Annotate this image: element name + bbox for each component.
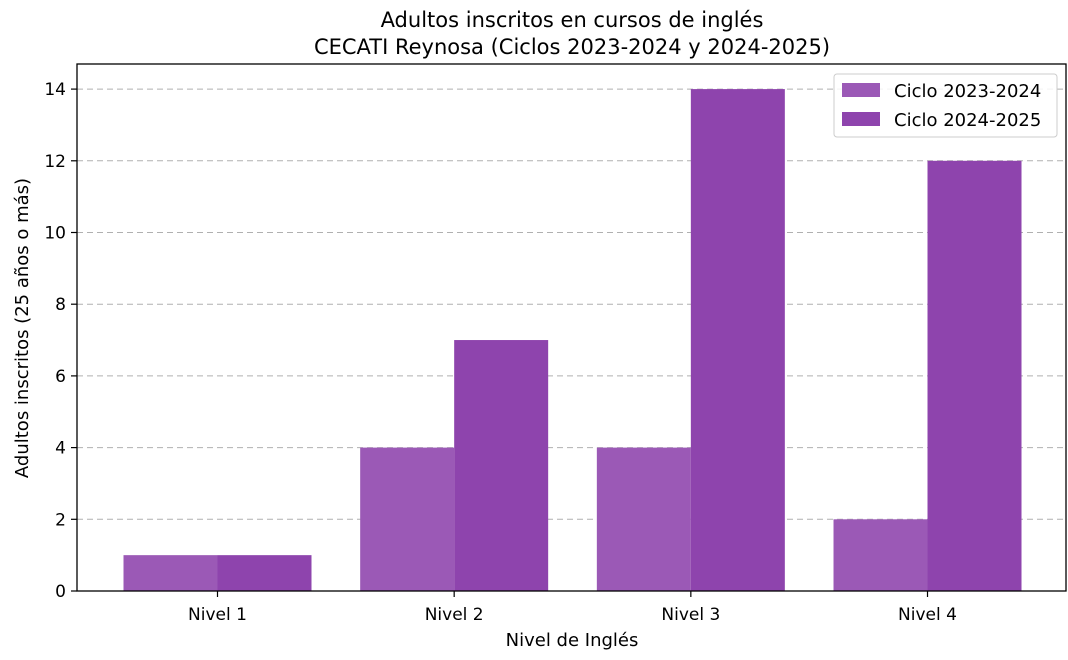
- bars: [123, 89, 1022, 592]
- bar-ciclo-2024-2025-nivel-4: [927, 160, 1022, 592]
- x-tick-label-1: Nivel 1: [188, 605, 247, 625]
- bar-ciclo-2023-2024-nivel-2: [360, 447, 455, 591]
- chart-title-line-2: CECATI Reynosa (Ciclos 2023-2024 y 2024-…: [314, 35, 830, 59]
- y-tick-label-14: 14: [44, 80, 66, 100]
- y-axis-ticks: 0 2 4 6 8 10 12 14: [44, 80, 77, 602]
- y-tick-label-12: 12: [44, 152, 66, 172]
- chart-title-line-1: Adultos inscritos en cursos de inglés: [381, 8, 764, 32]
- y-tick-label-8: 8: [55, 295, 66, 315]
- legend-label-ciclo-2024-2025: Ciclo 2024-2025: [894, 110, 1041, 131]
- x-axis-label: Nivel de Inglés: [506, 630, 639, 651]
- x-tick-label-3: Nivel 3: [661, 605, 720, 625]
- plot-frame: [76, 63, 1067, 592]
- legend-frame: [833, 73, 1058, 138]
- legend: Ciclo 2023-2024 Ciclo 2024-2025: [833, 73, 1058, 138]
- y-tick-label-0: 0: [55, 582, 66, 602]
- x-tick-label-2: Nivel 2: [425, 605, 484, 625]
- legend-swatch-ciclo-2023-2024: [842, 83, 880, 97]
- bar-ciclo-2023-2024-nivel-3: [596, 447, 691, 591]
- y-tick-label-4: 4: [55, 439, 66, 459]
- y-tick-label-10: 10: [44, 223, 66, 243]
- y-axis-label: Adultos inscritos (25 años o más): [12, 178, 33, 478]
- bar-ciclo-2024-2025-nivel-1: [217, 555, 312, 591]
- y-tick-label-6: 6: [55, 367, 66, 387]
- legend-swatch-ciclo-2024-2025: [842, 112, 880, 126]
- bar-ciclo-2024-2025-nivel-2: [454, 340, 549, 591]
- bar-ciclo-2023-2024-nivel-4: [833, 519, 928, 591]
- bar-ciclo-2023-2024-nivel-1: [123, 555, 218, 591]
- bar-ciclo-2024-2025-nivel-3: [690, 89, 785, 591]
- x-axis-ticks: Nivel 1 Nivel 2 Nivel 3 Nivel 4: [188, 591, 957, 625]
- legend-label-ciclo-2023-2024: Ciclo 2023-2024: [894, 81, 1041, 102]
- gridlines: [77, 88, 1066, 520]
- x-tick-label-4: Nivel 4: [898, 605, 957, 625]
- y-tick-label-2: 2: [55, 510, 66, 530]
